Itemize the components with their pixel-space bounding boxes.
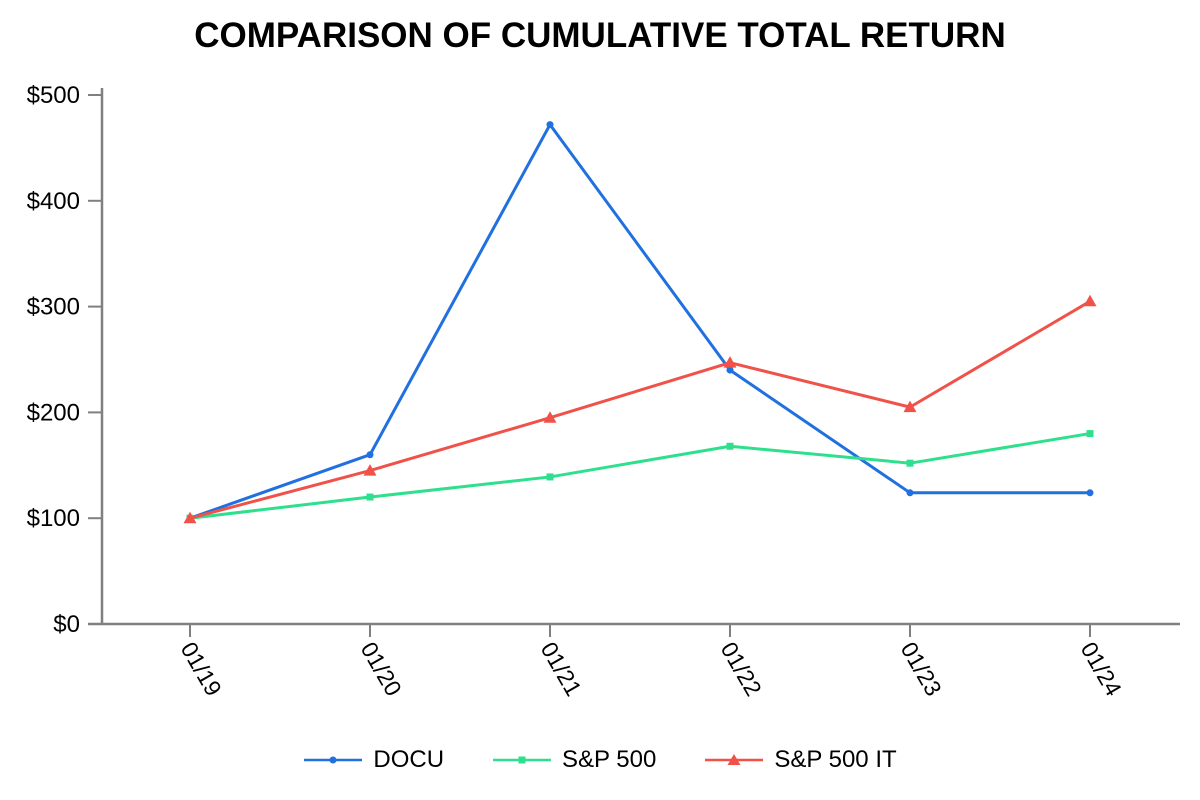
legend-swatch-s-p-500-it (705, 754, 764, 765)
legend-marker-s-p-500-it-icon (727, 754, 741, 765)
series-line-s-p-500-it (188, 299, 1092, 520)
x-tick-label: 01/19 (176, 638, 227, 701)
series-marker-s-p-500-it (543, 411, 557, 423)
series-marker-s-p-500 (1086, 430, 1094, 438)
series-marker-docu (546, 121, 554, 129)
legend-swatch-s-p-500 (493, 756, 552, 764)
series-marker-docu (726, 366, 734, 374)
chart-title: COMPARISON OF CUMULATIVE TOTAL RETURN (194, 16, 1006, 55)
legend-swatch-docu (304, 756, 363, 764)
legend-marker-docu-icon (329, 756, 337, 764)
series-marker-s-p-500-it (183, 511, 197, 524)
series-marker-s-p-500-it (1083, 294, 1097, 307)
legend-marker-s-p-500-icon (518, 756, 526, 764)
x-tick-label: 01/22 (716, 638, 767, 701)
series-marker-s-p-500 (726, 442, 734, 450)
series-line-docu (188, 123, 1092, 520)
legend-item-s-p-500: S&P 500 (492, 746, 656, 774)
legend-label-docu: DOCU (373, 746, 445, 773)
legend-item-docu: DOCU (303, 746, 444, 774)
series-marker-s-p-500 (546, 473, 554, 481)
series-marker-s-p-500-it (903, 400, 917, 413)
x-tick-label: 01/21 (536, 638, 587, 701)
series-marker-docu (366, 451, 374, 459)
y-tick-label: $200 (27, 399, 80, 426)
legend-label-s-p-500: S&P 500 (562, 746, 657, 773)
series-marker-s-p-500-it (363, 464, 377, 476)
x-tick-label: 01/23 (896, 638, 947, 701)
series-marker-s-p-500 (366, 493, 374, 501)
series-marker-docu (1086, 489, 1094, 497)
legend-label-s-p-500-it: S&P 500 IT (774, 746, 897, 773)
y-tick-label: $400 (27, 188, 80, 215)
y-tick-label: $100 (27, 505, 80, 532)
y-tick-label: $0 (53, 611, 80, 638)
legend: DOCU S&P 500 S&P 500 IT (0, 746, 1200, 774)
series-line-s-p-500 (188, 432, 1092, 520)
series-marker-s-p-500-it (723, 356, 737, 368)
x-tick-label: 01/20 (356, 638, 407, 701)
legend-item-s-p-500-it: S&P 500 IT (704, 746, 897, 774)
y-tick-label: $500 (27, 82, 80, 109)
y-tick-label: $300 (27, 294, 80, 321)
x-tick-label: 01/24 (1076, 638, 1127, 701)
series-marker-s-p-500 (906, 459, 914, 467)
series-marker-docu (906, 489, 914, 497)
